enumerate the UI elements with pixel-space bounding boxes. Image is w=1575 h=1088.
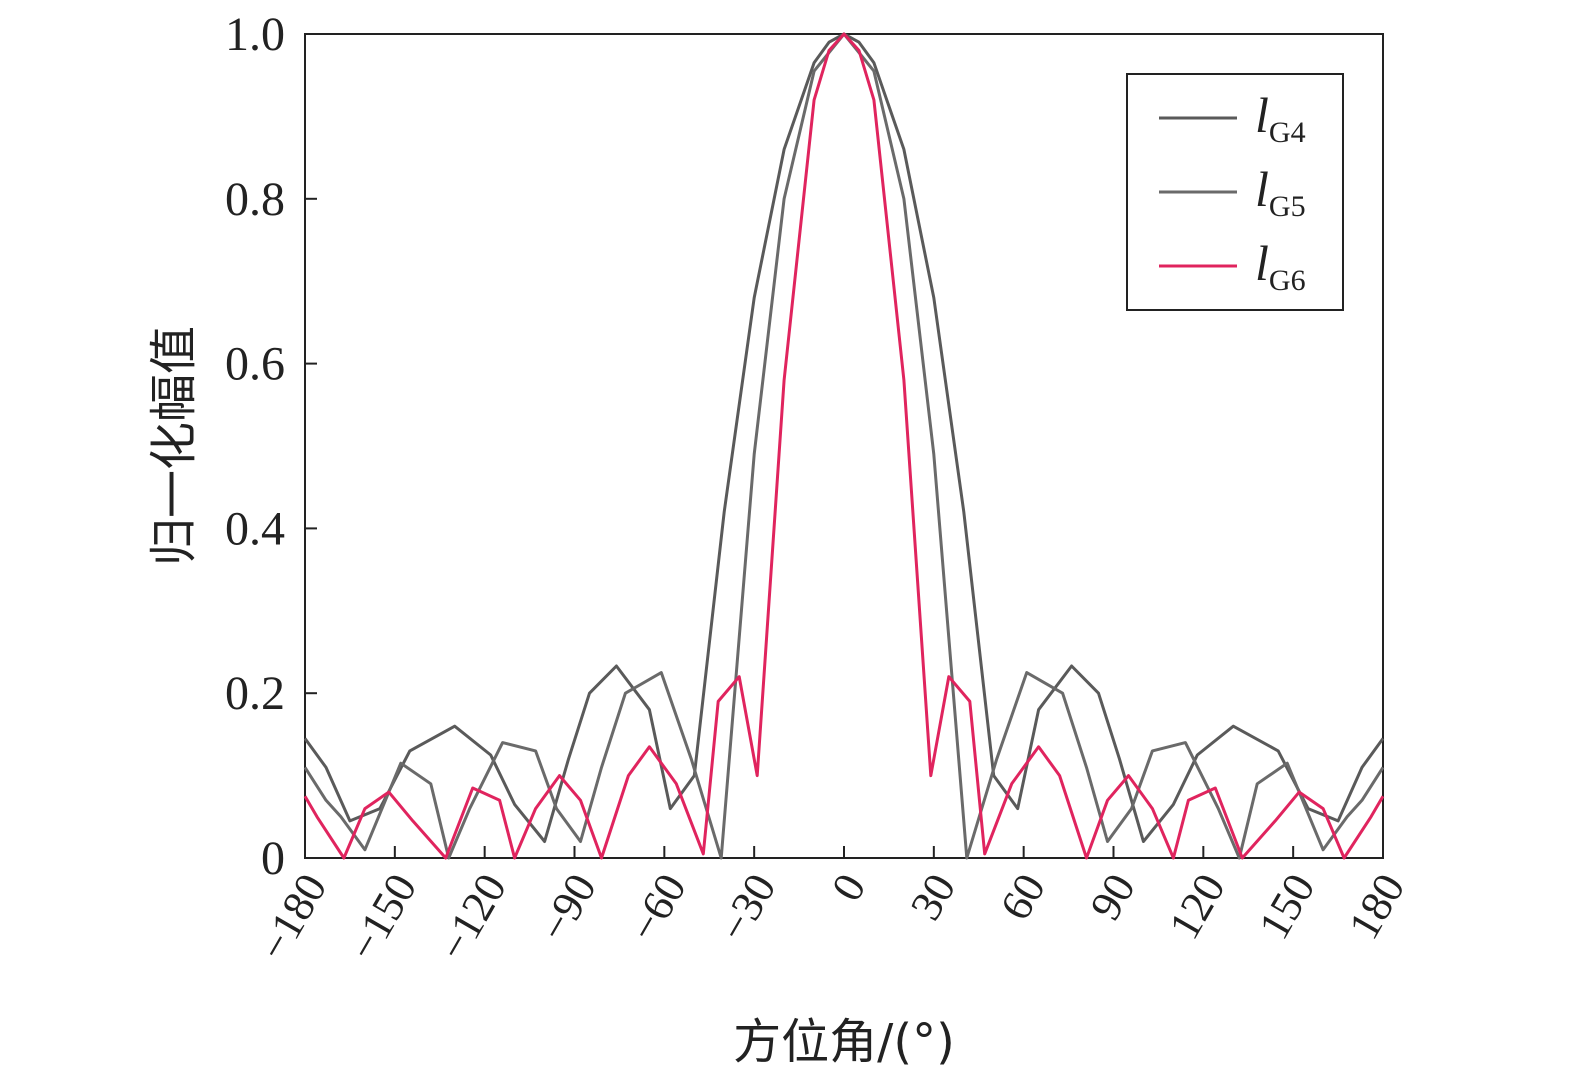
x-tick-label: −30 [709, 866, 786, 950]
x-tick-label: −120 [428, 866, 516, 969]
x-tick-label: 90 [1080, 866, 1144, 929]
x-tick-label: −60 [619, 866, 696, 950]
x-tick-label: 150 [1249, 866, 1324, 948]
legend-label-subscript: G5 [1269, 190, 1306, 223]
y-ticks: 0 0.2 0.4 0.6 0.8 1.0 [225, 8, 317, 885]
x-tick-label: 0 [822, 866, 875, 910]
x-tick-label: −150 [338, 866, 426, 969]
legend-label-prefix: l [1255, 87, 1269, 143]
x-tick-label: 120 [1159, 866, 1234, 948]
legend-label-subscript: G4 [1269, 116, 1306, 149]
series-line-g6 [303, 32, 1385, 860]
x-tick-label: −90 [529, 866, 606, 950]
legend-item-g6: lG6 [1159, 235, 1306, 297]
legend-label: lG6 [1255, 235, 1306, 297]
legend-item-g4: lG4 [1159, 87, 1306, 149]
x-tick-label: 30 [901, 866, 965, 929]
legend-label: lG5 [1255, 161, 1306, 223]
y-tick-label: 0 [261, 832, 285, 885]
y-tick-label: 0.8 [225, 173, 285, 226]
y-tick-label: 0.6 [225, 338, 285, 391]
legend-label-subscript: G6 [1269, 264, 1306, 297]
y-tick-label: 1.0 [225, 8, 285, 61]
x-tick-label: 60 [991, 866, 1055, 929]
series-layer [303, 32, 1385, 860]
legend-item-g5: lG5 [1159, 161, 1306, 223]
x-ticks: −180 −150 −120 −90 −60 −30 0 30 60 90 120 150 180 [249, 846, 1414, 969]
legend-label-prefix: l [1255, 235, 1269, 291]
y-tick-label: 0.4 [225, 502, 285, 555]
legend-label: lG4 [1255, 87, 1306, 149]
legend-label-prefix: l [1255, 161, 1269, 217]
x-axis-title: 方位角/(°) [733, 1014, 955, 1070]
y-axis-title: 归一化幅值 [146, 326, 202, 566]
y-tick-label: 0.2 [225, 667, 285, 720]
x-tick-label: 180 [1339, 866, 1414, 948]
